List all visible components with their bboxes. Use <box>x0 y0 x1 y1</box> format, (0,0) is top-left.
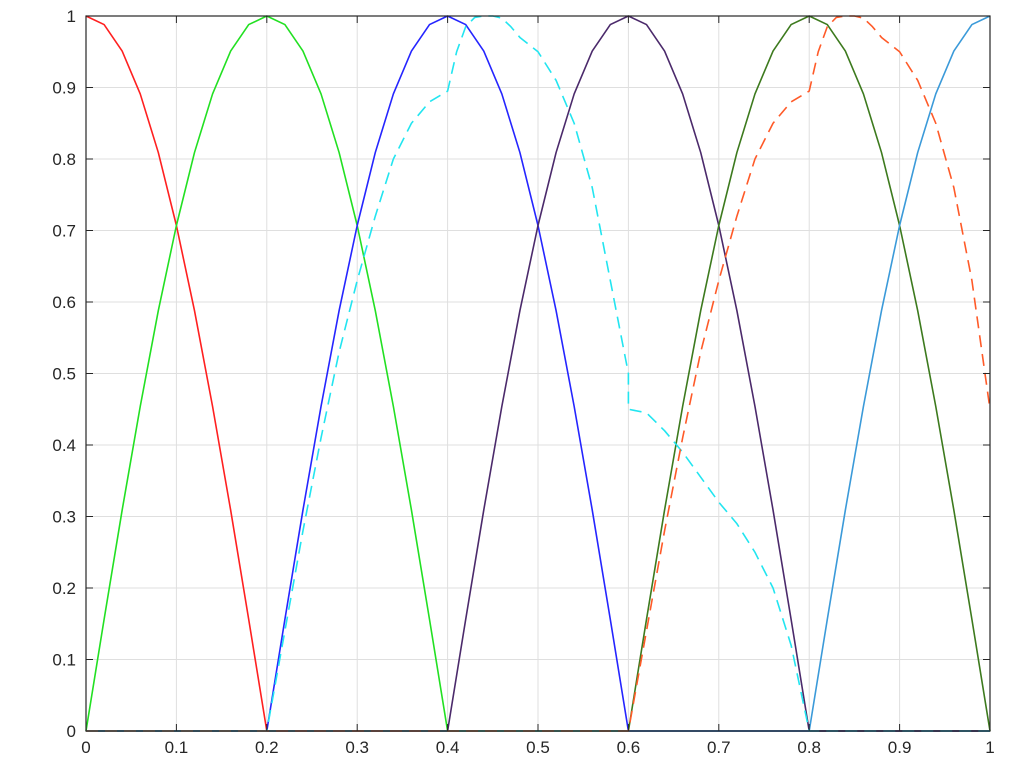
x-tick-label: 0.5 <box>526 738 550 757</box>
y-tick-label: 0.8 <box>52 150 76 169</box>
y-tick-label: 0.2 <box>52 579 76 598</box>
tick-layer <box>85 15 991 732</box>
y-tick-label: 0.1 <box>52 651 76 670</box>
y-tick-label: 0.7 <box>52 222 76 241</box>
y-tick-label: 0.9 <box>52 79 76 98</box>
series-line-5 <box>86 15 991 732</box>
x-tick-label: 0.1 <box>165 738 189 757</box>
y-tick-label: 0.5 <box>52 365 76 384</box>
series-line-7 <box>86 15 990 732</box>
x-tick-label: 1 <box>985 738 994 757</box>
series-line-2 <box>85 15 990 732</box>
grid-layer <box>85 15 991 732</box>
x-tick-label: 0.6 <box>617 738 641 757</box>
y-tick-label: 1 <box>67 7 76 26</box>
y-tick-label: 0.6 <box>52 293 76 312</box>
x-tick-label: 0 <box>81 738 90 757</box>
series-line-6 <box>86 15 991 732</box>
y-tick-label: 0 <box>67 722 76 741</box>
x-tick-label: 0.4 <box>436 738 460 757</box>
series-line-3 <box>86 15 990 732</box>
x-tick-label: 0.3 <box>345 738 369 757</box>
x-tick-label: 0.7 <box>707 738 731 757</box>
x-tick-label: 0.2 <box>255 738 279 757</box>
y-tick-label: 0.4 <box>52 436 76 455</box>
x-tick-label: 0.8 <box>797 738 821 757</box>
tick-label-layer: 0 0.1 0.2 0.3 0.4 0.5 0.6 0.7 0.8 0.9 1 0 0.1 0.2 0.3 0… <box>52 7 994 757</box>
y-tick-label: 0.3 <box>52 508 76 527</box>
x-tick-label: 0.9 <box>888 738 912 757</box>
series-line-8 <box>86 15 991 732</box>
